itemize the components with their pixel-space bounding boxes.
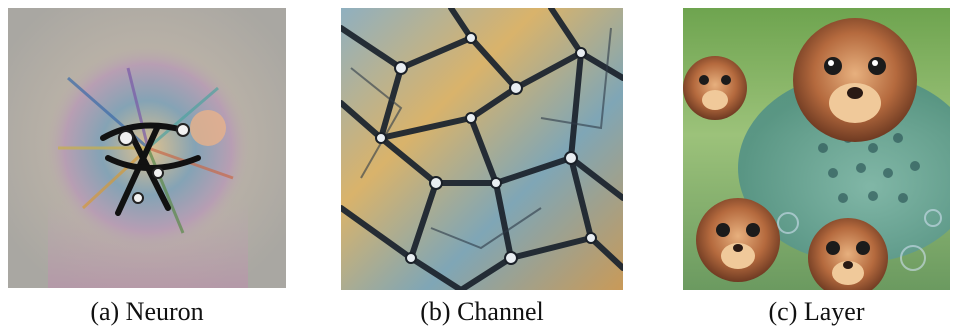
caption-layer: (c) Layer <box>768 297 865 326</box>
caption-channel: (b) Channel <box>420 297 544 326</box>
panel-neuron <box>8 8 286 288</box>
panel-layer <box>683 8 950 290</box>
panel-channel <box>341 8 623 290</box>
neuron-visualization-image <box>8 8 286 288</box>
caption-neuron: (a) Neuron <box>90 297 204 326</box>
channel-visualization-image <box>341 8 623 290</box>
layer-visualization-image <box>683 8 950 290</box>
